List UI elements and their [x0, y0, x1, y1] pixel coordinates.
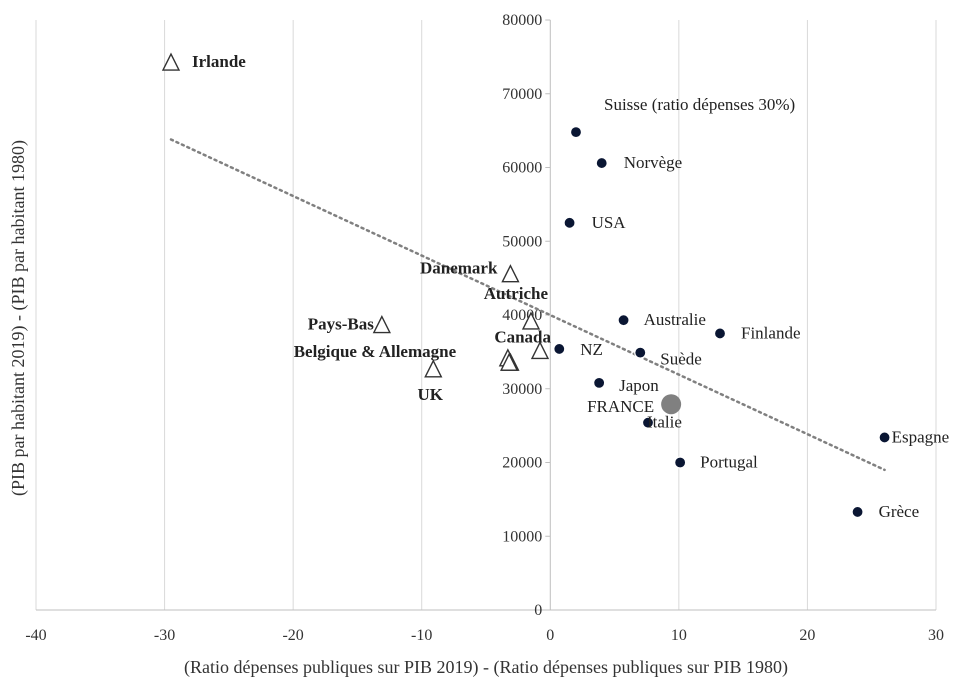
label-uk: UK: [418, 385, 444, 404]
trend-line: [169, 138, 886, 472]
label-grece: Grèce: [879, 502, 920, 521]
x-tick-label: 20: [799, 627, 815, 644]
triangle-point-autriche: [521, 311, 541, 330]
x-tick-label: -30: [154, 627, 175, 644]
label-japon: Japon: [619, 376, 659, 395]
label-norvege: Norvège: [624, 153, 683, 172]
point-espagne: [878, 431, 891, 444]
x-tick-label: 10: [671, 627, 687, 644]
y-tick-label: 50000: [502, 233, 542, 250]
point-labels: Suisse (ratio dépenses 30%) Norvège USA Aus…: [192, 52, 949, 521]
label-france: FRANCE: [587, 397, 654, 416]
label-canada: Canada: [494, 327, 551, 346]
triangle-point-pays-bas: [372, 315, 391, 334]
y-tick-label: 60000: [502, 160, 542, 177]
y-tick-label: 80000: [502, 12, 542, 29]
point-norvege: [595, 156, 608, 170]
tick-labels: -40 -30 -20 -10 0 10 20 30010000200003000040000…: [25, 12, 944, 644]
grid-lines: [35, 19, 937, 611]
x-tick-label: 30: [928, 627, 944, 644]
point-usa: [563, 216, 576, 229]
y-axis-label: (PIB par habitant 2019) - (PIB par habit…: [8, 140, 29, 496]
triangle-point-irlande: [161, 52, 181, 71]
point-suede: [634, 346, 647, 359]
point-grece: [851, 505, 864, 519]
y-tick-label: 30000: [502, 381, 542, 398]
x-tick-label: -40: [25, 627, 46, 644]
point-suisse-ratio-depenses-30: [569, 126, 583, 139]
point-italie: [641, 416, 655, 429]
y-tick-label: 70000: [502, 86, 542, 103]
data-points: [161, 52, 891, 519]
x-tick-label: 0: [546, 627, 554, 644]
triangle-point-danemark: [501, 264, 520, 283]
label-portugal: Portugal: [700, 453, 758, 472]
label-espagne: Espagne: [892, 427, 950, 446]
triangle-point-canada: [530, 340, 550, 360]
label-italie: Italie: [647, 413, 682, 432]
label-usa: USA: [592, 213, 627, 232]
label-nz: NZ: [580, 340, 603, 359]
triangle-point-uk: [424, 359, 443, 378]
x-tick-label: -10: [411, 627, 432, 644]
label-finlande: Finlande: [741, 323, 801, 342]
y-tick-label: 0: [534, 602, 542, 619]
label-australie: Australie: [644, 310, 706, 329]
label-pays-bas: Pays-Bas: [308, 315, 375, 334]
point-portugal: [674, 456, 687, 469]
label-autriche: Autriche: [484, 284, 549, 303]
label-belgique-allemagne: Belgique & Allemagne: [294, 342, 457, 361]
trendline: [169, 138, 886, 472]
label-suisse-ratio-depenses-30: Suisse (ratio dépenses 30%): [604, 95, 795, 114]
y-tick-label: 10000: [502, 528, 542, 545]
triangle-point-belgique-allemagne: [500, 352, 519, 371]
label-danemark: Danemark: [420, 259, 498, 278]
point-finlande: [713, 327, 727, 340]
point-france: [661, 394, 682, 415]
label-irlande: Irlande: [192, 52, 246, 71]
point-nz: [553, 342, 566, 356]
x-tick-label: -20: [282, 627, 303, 644]
y-tick-label: 20000: [502, 455, 542, 472]
label-suede: Suède: [660, 350, 702, 369]
x-axis-label: (Ratio dépenses publiques sur PIB 2019) …: [184, 657, 788, 678]
point-australie: [617, 314, 630, 327]
point-japon: [593, 376, 606, 389]
